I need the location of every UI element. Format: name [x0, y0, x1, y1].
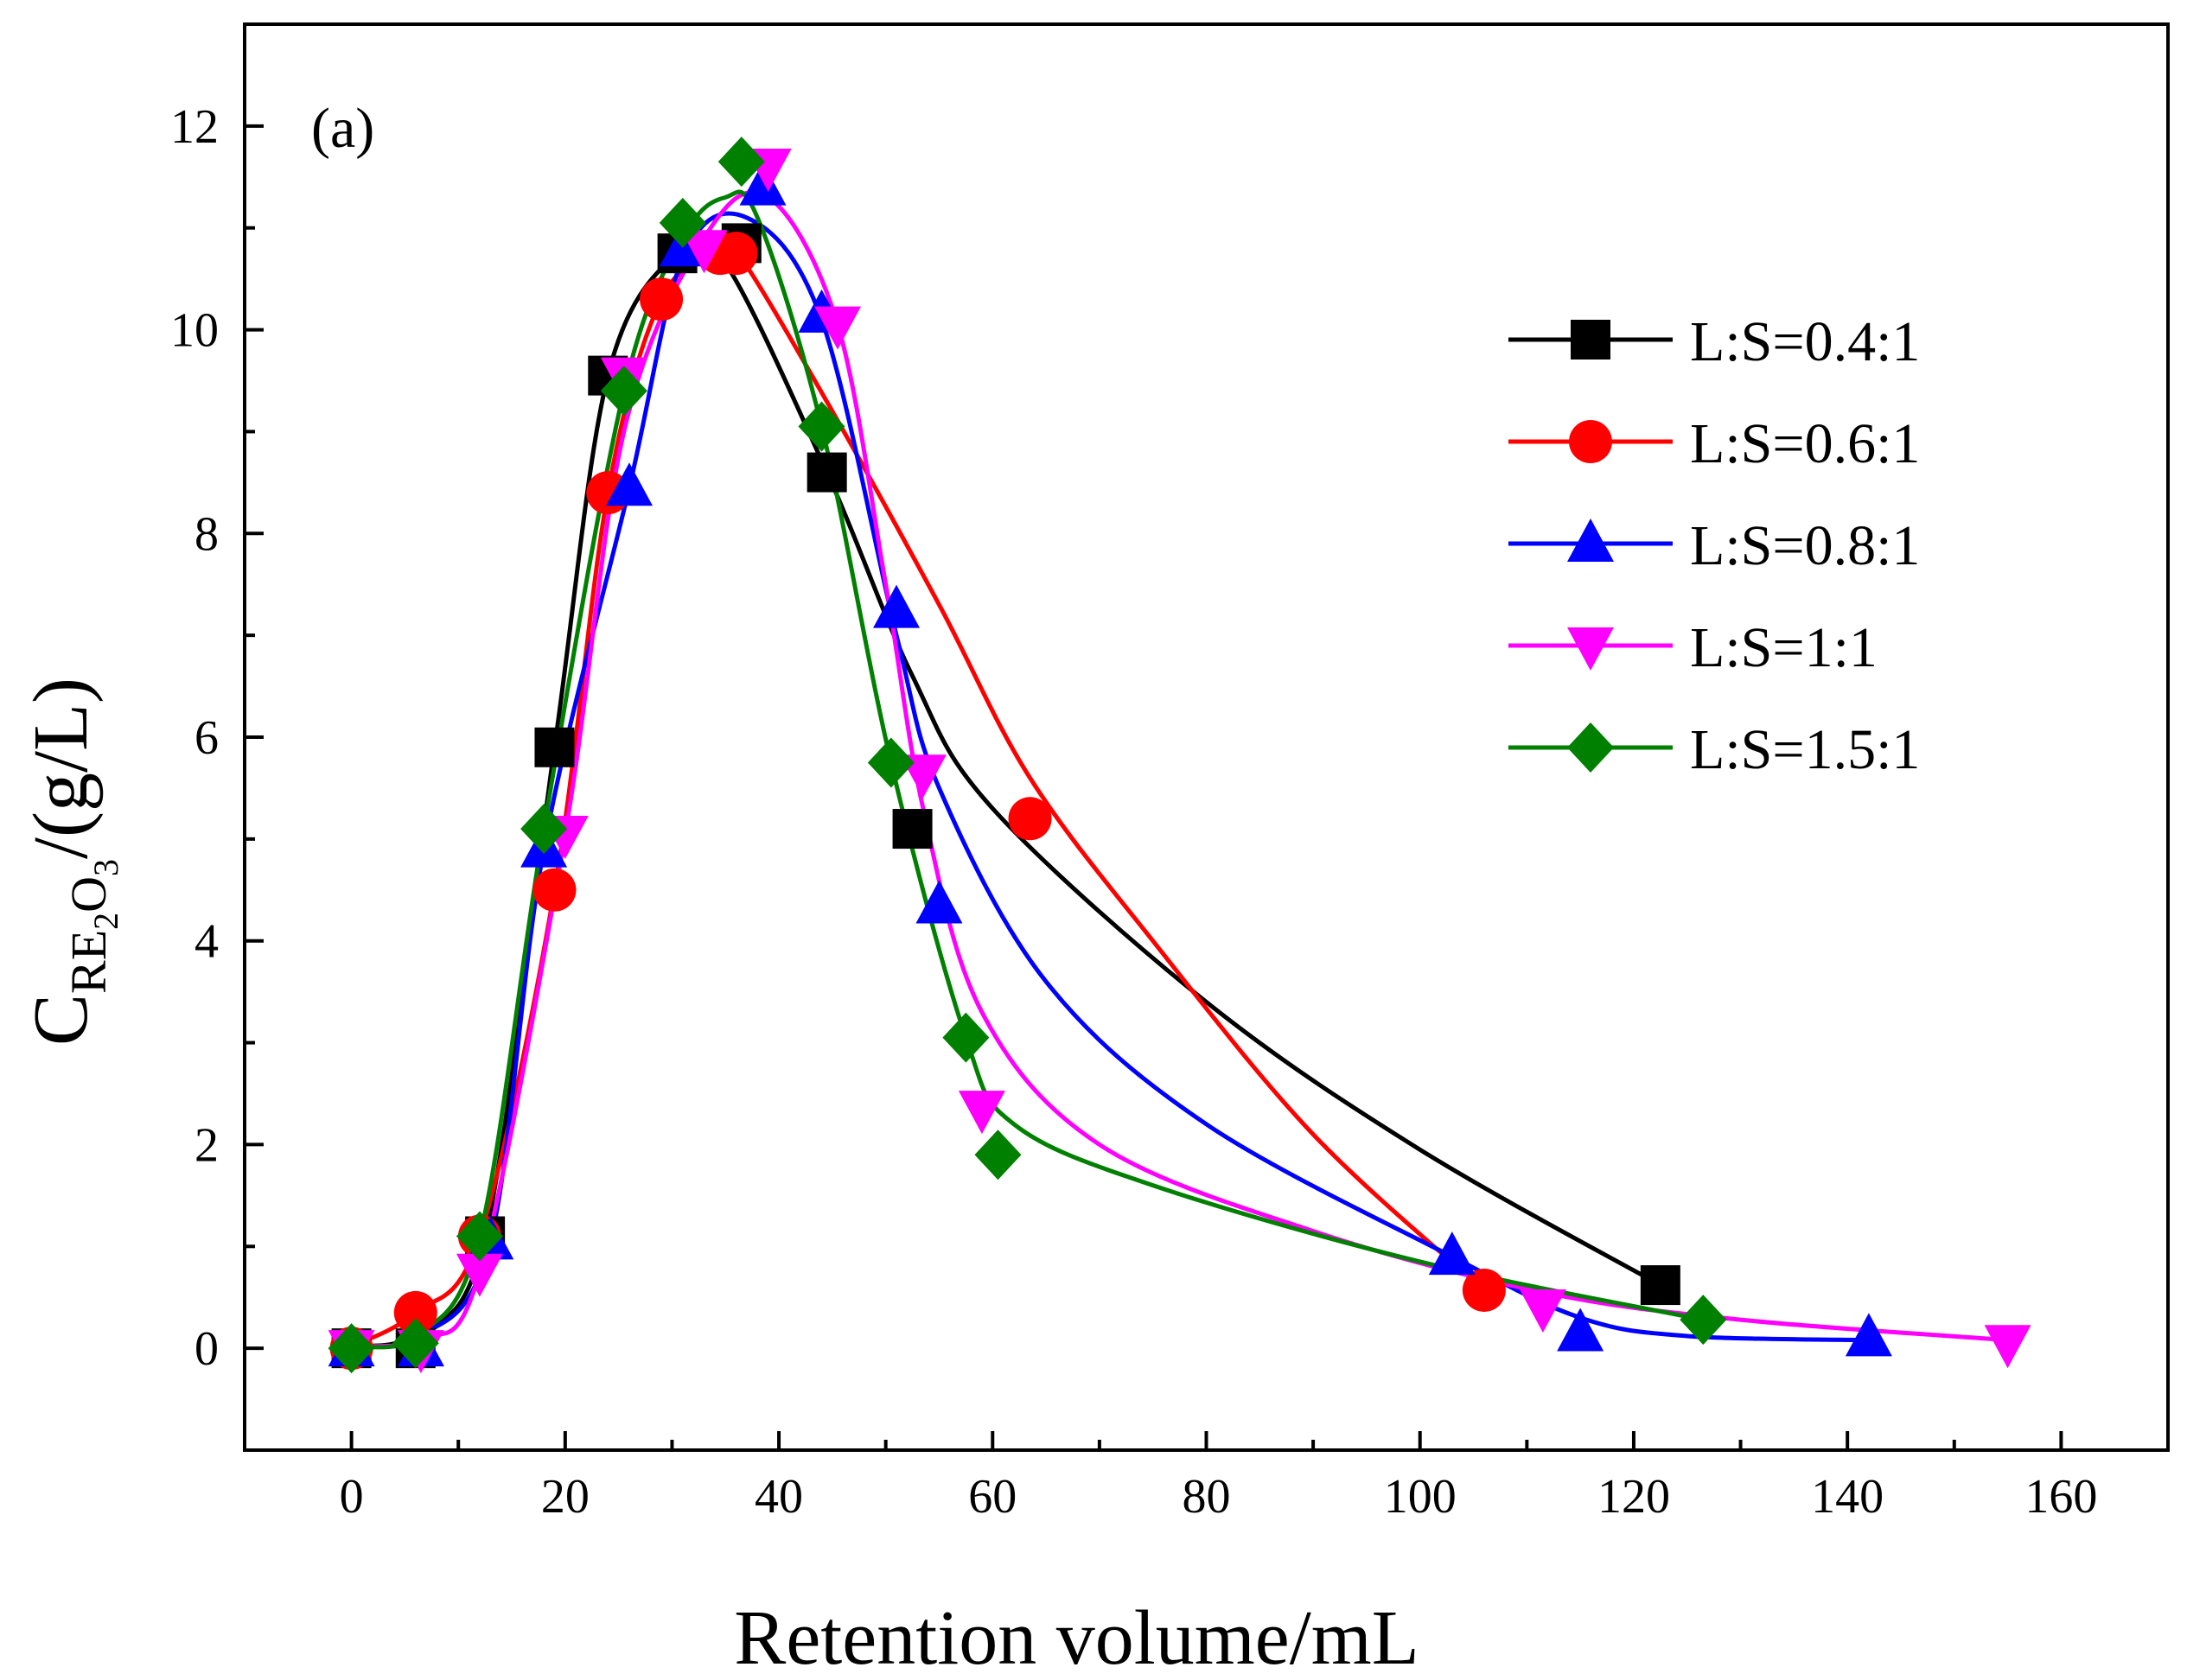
- x-tick-label: 20: [541, 1470, 590, 1524]
- legend-marker-2: [1569, 420, 1612, 463]
- data-point-series-4: [456, 1253, 503, 1297]
- legend-label-4: L:S=1:1: [1690, 616, 1878, 679]
- x-axis-title: Retention volume/mL: [734, 1595, 1419, 1680]
- y-axis-title-sub-3: 3: [86, 859, 125, 876]
- series-line-5: [335, 189, 1704, 1351]
- data-point-series-1: [807, 452, 847, 493]
- x-tick-label: 100: [1384, 1470, 1457, 1524]
- y-tick-label: 4: [194, 915, 219, 969]
- legend-marker-4: [1567, 627, 1614, 671]
- data-point-series-5: [328, 1323, 375, 1374]
- data-point-series-5: [974, 1130, 1022, 1180]
- y-tick-label: 10: [170, 304, 219, 358]
- data-point-series-2: [714, 232, 758, 276]
- data-point-series-3: [1428, 1231, 1476, 1276]
- data-point-series-5: [1680, 1295, 1727, 1346]
- data-point-series-2: [640, 277, 684, 321]
- data-point-series-5: [717, 137, 765, 188]
- data-point-series-5: [520, 804, 568, 855]
- legend-label-2: L:S=0.6:1: [1690, 412, 1920, 475]
- data-point-series-3: [739, 162, 787, 206]
- data-point-series-2: [393, 1290, 437, 1334]
- data-point-series-5: [942, 1012, 990, 1063]
- y-axis-title: CRE2O3/(g/L): [18, 678, 125, 1046]
- data-point-series-5: [659, 197, 706, 248]
- x-tick-label: 60: [968, 1470, 1017, 1524]
- series-markers: [328, 137, 2031, 1374]
- data-point-series-4: [1984, 1325, 2031, 1369]
- panel-label: (a): [311, 97, 374, 160]
- legend-label-5: L:S=1.5:1: [1690, 718, 1920, 781]
- y-axis-title-unit: /(g/L): [18, 678, 104, 859]
- x-tick-label: 140: [1811, 1470, 1884, 1524]
- x-tick-label: 80: [1183, 1470, 1231, 1524]
- data-point-series-5: [798, 401, 845, 452]
- legend-label-3: L:S=0.8:1: [1690, 514, 1920, 577]
- x-axis-ticks: 0 20 40 60 80 100 120 140 160: [340, 1431, 2097, 1524]
- data-point-series-3: [915, 880, 963, 924]
- x-tick-label: 40: [755, 1470, 803, 1524]
- y-tick-label: 6: [194, 711, 219, 765]
- data-point-series-2: [1462, 1268, 1506, 1312]
- data-point-series-2: [1008, 797, 1052, 841]
- data-point-series-5: [867, 737, 915, 788]
- y-tick-label: 8: [194, 507, 219, 561]
- data-point-series-4: [1519, 1289, 1566, 1333]
- data-point-series-1: [534, 727, 575, 767]
- x-tick-label: 0: [340, 1470, 364, 1524]
- y-axis-title-base: C: [18, 994, 104, 1046]
- data-point-series-3: [1557, 1308, 1604, 1352]
- legend-marker-1: [1571, 320, 1610, 360]
- y-axis-ticks: 0 2 4 6 8 10 12: [170, 100, 264, 1376]
- y-tick-label: 12: [170, 100, 219, 154]
- y-axis-title-sub-o: O: [61, 876, 117, 913]
- data-point-series-5: [456, 1211, 503, 1262]
- y-tick-label: 0: [194, 1322, 219, 1376]
- data-point-series-1: [1640, 1265, 1680, 1306]
- y-axis-title-sub-re: RE: [61, 930, 117, 994]
- legend-marker-3: [1567, 519, 1614, 562]
- y-axis-title-sub-2: 2: [86, 913, 125, 930]
- series-line-1: [335, 235, 1662, 1351]
- data-point-series-4: [814, 306, 862, 350]
- legend: L:S=0.4:1 L:S=0.6:1 L:S=0.8:1 L:S=1:1 L:S=1.…: [1508, 310, 1920, 781]
- x-tick-label: 160: [2024, 1470, 2097, 1524]
- data-point-series-4: [958, 1091, 1005, 1135]
- series-line-3: [335, 211, 1869, 1351]
- data-point-series-1: [892, 809, 933, 850]
- y-tick-label: 2: [194, 1118, 219, 1172]
- data-point-series-5: [392, 1318, 439, 1369]
- data-point-series-3: [873, 584, 921, 628]
- legend-marker-5: [1567, 722, 1614, 773]
- data-point-series-3: [1845, 1313, 1892, 1357]
- data-point-series-4: [680, 230, 728, 274]
- data-point-series-2: [532, 868, 577, 912]
- x-tick-label: 120: [1597, 1470, 1670, 1524]
- data-point-series-3: [606, 462, 653, 506]
- data-point-series-5: [600, 366, 647, 417]
- legend-label-1: L:S=0.4:1: [1690, 310, 1920, 373]
